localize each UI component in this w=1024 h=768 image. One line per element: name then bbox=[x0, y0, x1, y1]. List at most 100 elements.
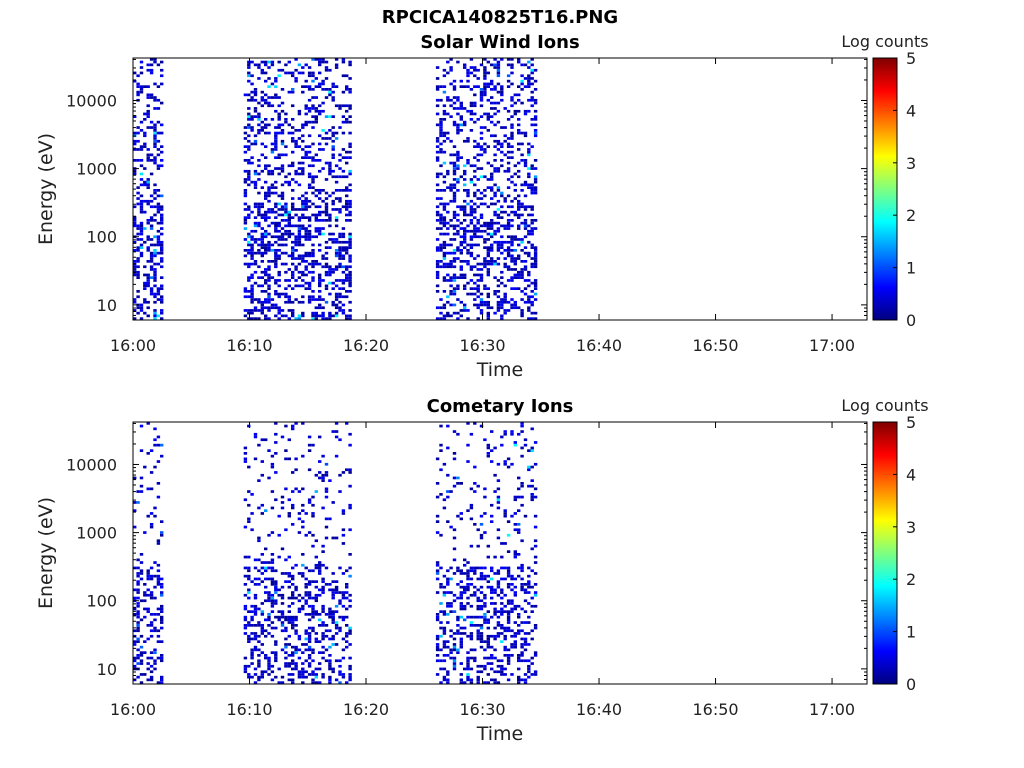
spectrogram-cell bbox=[133, 643, 137, 646]
spectrogram-cell bbox=[243, 314, 248, 318]
spectrogram-cell bbox=[257, 309, 261, 312]
spectrogram-cell bbox=[264, 235, 268, 239]
spectrogram-cell bbox=[297, 257, 302, 260]
spectrogram-cell bbox=[318, 148, 322, 151]
spectrogram-cell bbox=[324, 317, 329, 320]
spectrogram-cell bbox=[442, 640, 447, 643]
spectrogram-cell bbox=[533, 88, 538, 91]
spectrogram-cell bbox=[143, 465, 147, 469]
spectrogram-cell bbox=[307, 648, 312, 652]
spectrogram-cell bbox=[311, 651, 315, 654]
spectrogram-cell bbox=[513, 593, 517, 597]
spectrogram-cell bbox=[466, 460, 470, 463]
spectrogram-cell bbox=[311, 615, 315, 619]
spectrogram-cell bbox=[287, 438, 291, 442]
spectrogram-cell bbox=[136, 202, 140, 206]
spectrogram-cell bbox=[257, 66, 261, 69]
spectrogram-cell bbox=[530, 227, 534, 230]
spectrogram-cell bbox=[513, 249, 517, 252]
spectrogram-cell bbox=[486, 118, 490, 121]
spectrogram-cell bbox=[510, 123, 514, 127]
y-tick-label: 100 bbox=[86, 228, 117, 247]
spectrogram-cell bbox=[500, 270, 504, 274]
spectrogram-cell bbox=[348, 673, 352, 676]
spectrogram-cell bbox=[284, 153, 288, 157]
spectrogram-cell bbox=[500, 300, 504, 304]
spectrogram-cell bbox=[156, 314, 161, 318]
spectrogram-cell bbox=[318, 219, 322, 222]
spectrogram-cell bbox=[523, 621, 528, 624]
spectrogram-cell bbox=[452, 303, 457, 307]
spectrogram-cell bbox=[328, 667, 332, 671]
spectrogram-cell bbox=[496, 610, 501, 613]
spectrogram-cell bbox=[510, 432, 514, 436]
spectrogram-cell bbox=[506, 654, 511, 657]
spectrogram-cell bbox=[321, 257, 325, 260]
spectrogram-cell bbox=[311, 648, 315, 652]
spectrogram-cell bbox=[473, 591, 477, 594]
spectrogram-cell bbox=[139, 85, 144, 88]
spectrogram-cell bbox=[496, 109, 501, 113]
spectrogram-cell bbox=[318, 189, 322, 192]
spectrogram-cell bbox=[277, 273, 281, 277]
spectrogram-cell bbox=[439, 468, 443, 472]
spectrogram-cell bbox=[136, 640, 140, 643]
spectrogram-cell bbox=[520, 621, 524, 624]
spectrogram-cell bbox=[334, 254, 339, 258]
spectrogram-cell bbox=[479, 276, 484, 279]
spectrogram-cell bbox=[307, 632, 312, 635]
spectrogram-cell bbox=[257, 202, 261, 206]
spectrogram-cell bbox=[483, 71, 487, 75]
spectrogram-cell bbox=[500, 126, 504, 129]
spectrogram-cell bbox=[318, 295, 322, 299]
spectrogram-cell bbox=[277, 208, 281, 211]
spectrogram-cell bbox=[338, 300, 342, 304]
spectrogram-cell bbox=[452, 101, 457, 105]
spectrogram-cell bbox=[270, 664, 275, 668]
spectrogram-cell bbox=[452, 85, 457, 88]
spectrogram-cell bbox=[466, 260, 470, 263]
spectrogram-cell bbox=[260, 232, 264, 236]
spectrogram-cell bbox=[479, 536, 484, 540]
spectrogram-cell bbox=[243, 664, 248, 668]
spectrogram-cell bbox=[463, 303, 467, 307]
spectrogram-cell bbox=[149, 487, 154, 491]
spectrogram-cell bbox=[348, 664, 352, 668]
spectrogram-cell bbox=[153, 137, 157, 140]
spectrogram-cell bbox=[503, 645, 507, 649]
spectrogram-cell bbox=[250, 493, 254, 496]
spectrogram-cell bbox=[442, 131, 447, 135]
spectrogram-cell bbox=[513, 109, 517, 113]
spectrogram-cell bbox=[452, 637, 457, 641]
spectrogram-cell bbox=[476, 227, 480, 230]
spectrogram-cell bbox=[139, 90, 144, 94]
spectrogram-cell bbox=[267, 284, 271, 288]
spectrogram-cell bbox=[284, 645, 288, 649]
spectrogram-cell bbox=[486, 287, 490, 290]
spectrogram-cell bbox=[321, 473, 325, 477]
spectrogram-cell bbox=[520, 311, 524, 315]
spectrogram-cell bbox=[473, 74, 477, 78]
spectrogram-cell bbox=[517, 678, 521, 682]
colorbar-tick-label: 5 bbox=[906, 413, 916, 432]
spectrogram-cell bbox=[523, 246, 528, 249]
spectrogram-cell bbox=[506, 618, 511, 622]
spectrogram-cell bbox=[284, 202, 288, 206]
spectrogram-cell bbox=[284, 626, 288, 630]
spectrogram-cell bbox=[287, 317, 291, 320]
spectrogram-cell bbox=[459, 260, 463, 263]
spectrogram-cell bbox=[264, 131, 268, 135]
spectrogram-cell bbox=[520, 268, 524, 271]
spectrogram-cell bbox=[449, 183, 453, 187]
spectrogram-cell bbox=[452, 161, 457, 165]
spectrogram-cell bbox=[243, 309, 248, 312]
spectrogram-cell bbox=[469, 544, 474, 548]
spectrogram-cell bbox=[510, 66, 514, 69]
spectrogram-cell bbox=[530, 82, 534, 86]
spectrogram-cell bbox=[520, 563, 524, 567]
spectrogram-cell bbox=[321, 227, 325, 230]
spectrogram-cell bbox=[345, 596, 349, 600]
spectrogram-cell bbox=[274, 498, 278, 502]
spectrogram-cell bbox=[486, 555, 490, 559]
spectrogram-cell bbox=[247, 79, 251, 83]
